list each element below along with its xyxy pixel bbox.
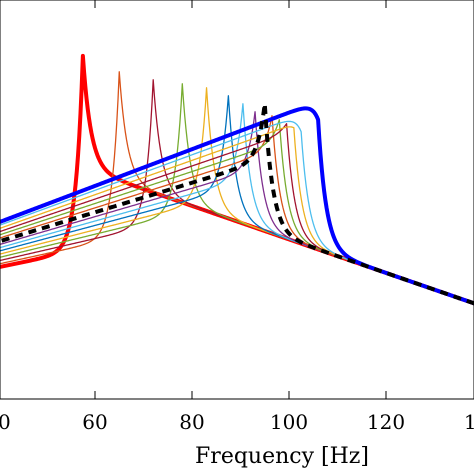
x-axis-label: Frequency [Hz] xyxy=(195,444,369,469)
x-tick-label: 40 xyxy=(0,410,11,434)
x-tick-label: 60 xyxy=(82,410,107,434)
x-tick-label: 80 xyxy=(179,410,204,434)
x-ticks: 40 60 80 100 120 140 xyxy=(0,0,474,434)
axes-frame xyxy=(0,0,474,400)
series-line xyxy=(0,71,474,305)
x-tick-label: 100 xyxy=(270,410,308,434)
series-line xyxy=(0,106,474,306)
series-line xyxy=(0,101,474,306)
x-tick-label: 120 xyxy=(367,410,405,434)
curves-layer xyxy=(0,53,474,306)
series-line xyxy=(0,53,474,306)
x-tick-label: 140 xyxy=(464,410,474,434)
